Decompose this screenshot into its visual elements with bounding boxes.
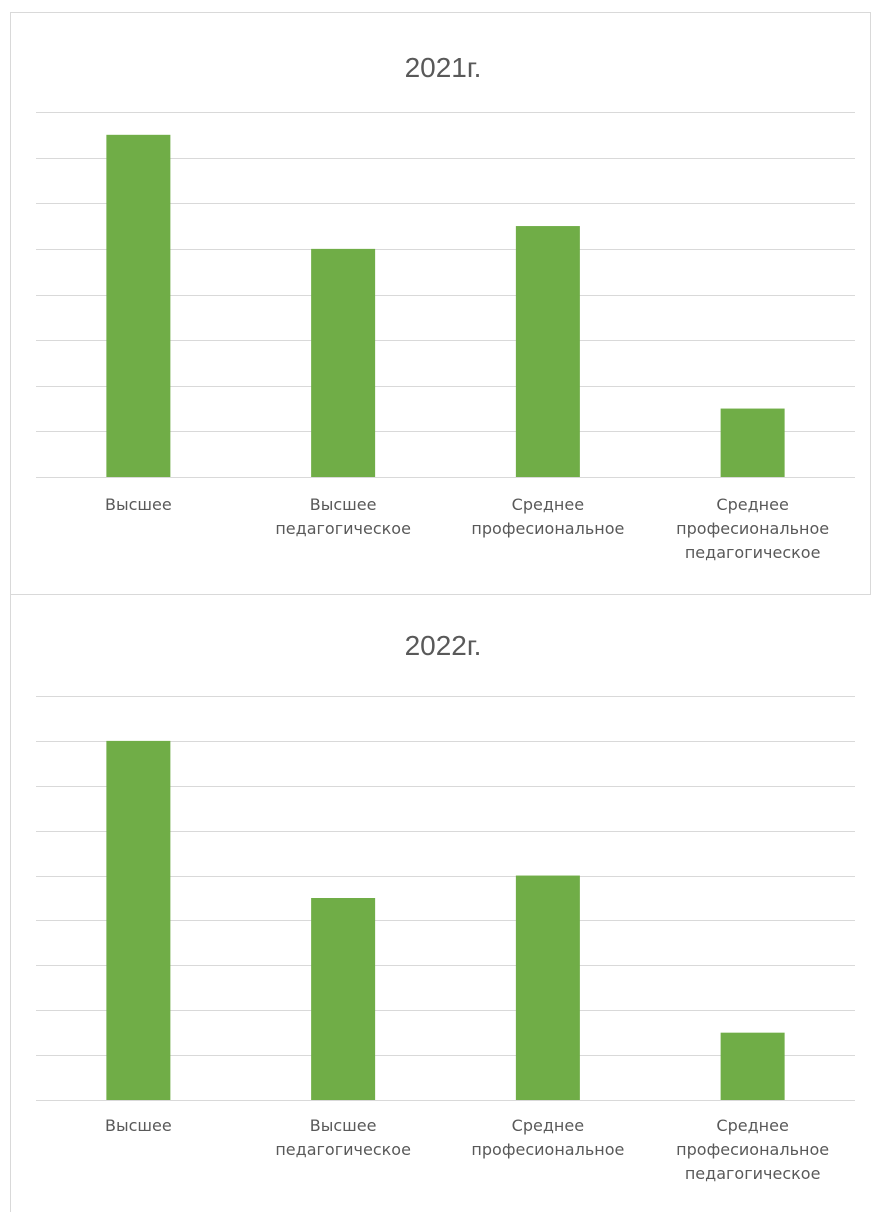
chart-2022-plot: 2022г. Высшее Высшее педагогическое Среднее…: [36, 630, 855, 1183]
x-tick-label: Высшее: [105, 1116, 172, 1135]
category-labels: Высшее Высшее педагогическое Среднее професи…: [105, 495, 829, 562]
bar: [720, 408, 785, 477]
bars: [106, 740, 785, 1100]
chart-title: 2021г.: [405, 52, 482, 83]
category-labels: Высшее Высшее педагогическое Среднее професи…: [105, 1116, 829, 1183]
gridlines: [36, 696, 855, 1101]
bar: [720, 1032, 785, 1100]
chart-2022: 2022г. Высшее Высшее педагогическое Среднее…: [10, 594, 871, 1212]
x-tick-label: Среднее професиональное: [471, 495, 624, 538]
chart-2021-plot: 2021г. Высшее Высшее педагогическое Среднее…: [36, 52, 855, 562]
bar: [106, 740, 171, 1100]
x-tick-label: Высшее педагогическое: [275, 495, 411, 538]
bar: [311, 898, 376, 1100]
chart-title: 2022г.: [405, 630, 482, 661]
bars: [106, 134, 785, 477]
x-tick-label: Среднее професиональное: [471, 1116, 624, 1159]
bar: [106, 134, 171, 477]
x-tick-label: Высшее: [105, 495, 172, 514]
x-tick-label: Высшее педагогическое: [275, 1116, 411, 1159]
gridlines: [36, 112, 855, 478]
x-tick-label: Среднее професиональное педагогическое: [676, 495, 829, 562]
bar: [515, 875, 580, 1100]
bar: [515, 226, 580, 477]
bar: [311, 248, 376, 477]
x-tick-label: Среднее професиональное педагогическое: [676, 1116, 829, 1183]
chart-2021: 2021г. Высшее Высшее педагогическое Среднее…: [10, 12, 871, 594]
